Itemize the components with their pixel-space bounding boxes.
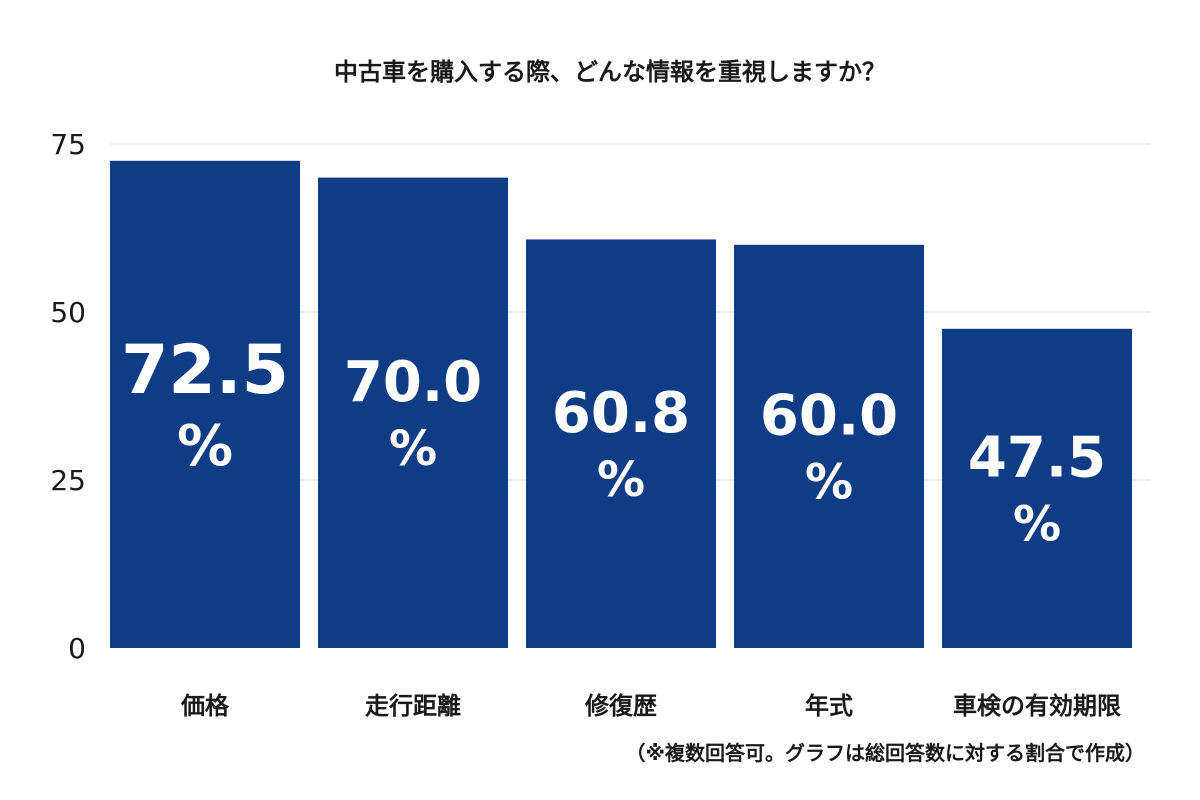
x-tick-label: 修復歴 [584, 692, 657, 720]
y-tick-label: 75 [50, 128, 86, 161]
bar [942, 328, 1132, 648]
data-labels: 72.5% 70.0% 60.8% 60.0% 47.5% [121, 331, 1106, 553]
chart-footnote: （※複数回答可。グラフは総回答数に対する割合で作成） [626, 741, 1145, 765]
bar [734, 244, 924, 649]
x-tick-label: 年式 [805, 692, 853, 720]
x-axis-ticks: 価格 走行距離 修復歴 年式 車検の有効期限 [180, 692, 1121, 720]
bar-value-label: 70.0 [344, 350, 482, 415]
y-tick-label: 50 [50, 296, 86, 329]
bar-value-label: 72.5 [121, 331, 289, 410]
bar-value-unit: % [597, 452, 645, 508]
bar-value-label: 60.0 [760, 384, 898, 449]
bar [110, 160, 300, 649]
bar-value-label: 60.8 [552, 381, 690, 446]
y-tick-label: 0 [68, 632, 86, 665]
x-tick-label: 価格 [180, 692, 230, 720]
y-tick-label: 25 [50, 464, 86, 497]
bar-value-unit: % [805, 455, 853, 511]
bar-value-unit: % [1013, 497, 1061, 553]
bar-value-unit: % [177, 414, 233, 479]
bars [110, 160, 1132, 649]
bar [526, 239, 716, 648]
bar [318, 177, 508, 648]
x-tick-label: 走行距離 [365, 692, 461, 720]
x-tick-label: 車検の有効期限 [953, 692, 1121, 720]
chart-title: 中古車を購入する際、どんな情報を重視しますか？ [334, 58, 886, 86]
y-axis-ticks: 0 25 50 75 [50, 128, 86, 665]
bar-value-label: 47.5 [968, 426, 1106, 491]
bar-value-unit: % [389, 421, 437, 477]
